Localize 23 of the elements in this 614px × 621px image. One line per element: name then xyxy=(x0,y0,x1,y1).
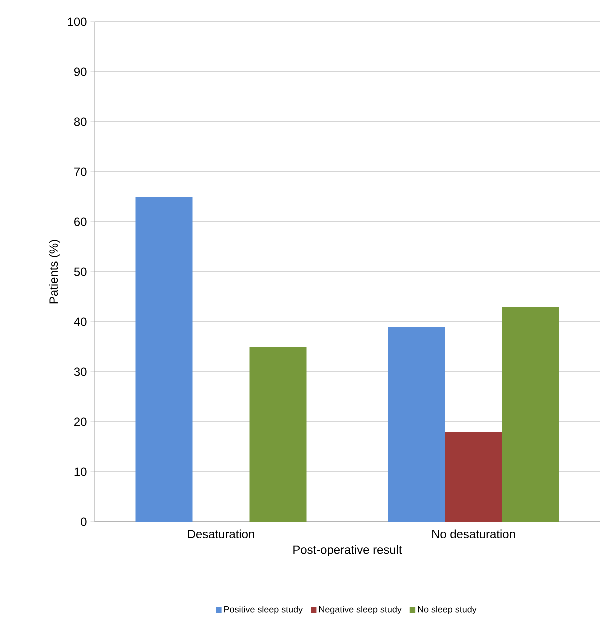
y-tick-label: 20 xyxy=(74,418,87,426)
y-tick-label: 40 xyxy=(74,318,87,326)
y-tick-label: 0 xyxy=(81,518,87,526)
bar xyxy=(388,326,446,522)
y-tick-label: 30 xyxy=(74,368,87,376)
y-tick-label: 50 xyxy=(74,268,87,276)
legend-label: Negative sleep study xyxy=(319,606,402,615)
legend-label: Positive sleep study xyxy=(224,606,304,615)
y-tick-label: 100 xyxy=(68,18,87,26)
bar xyxy=(445,432,502,522)
bar xyxy=(136,196,193,522)
x-tick-label: No desaturation xyxy=(432,530,516,539)
bar xyxy=(250,347,307,522)
y-axis-title: Patients (%) xyxy=(49,240,60,304)
x-tick-label: Desaturation xyxy=(188,530,254,539)
y-tick-label: 60 xyxy=(74,218,87,226)
y-tick-label: 90 xyxy=(74,68,87,76)
y-tick-label: 80 xyxy=(74,118,87,126)
x-axis-title: Post-operative result xyxy=(294,545,402,557)
legend-label: No sleep study xyxy=(418,606,477,615)
y-tick-label: 70 xyxy=(74,168,87,176)
bar xyxy=(502,306,560,522)
y-tick-label: 10 xyxy=(74,468,87,476)
